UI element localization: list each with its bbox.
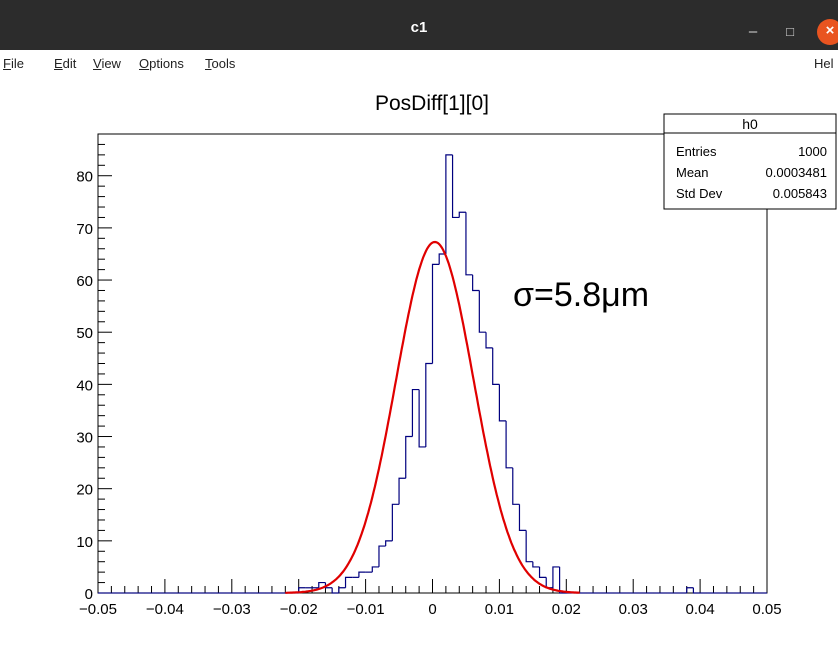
histogram-bin xyxy=(559,566,567,594)
stats-stddev-value: 0.005843 xyxy=(773,186,827,201)
minimize-icon[interactable]: – xyxy=(748,23,758,40)
histogram-bin xyxy=(545,577,553,589)
histogram-bin xyxy=(472,274,480,292)
stats-mean-value: 0.0003481 xyxy=(766,165,827,180)
histogram-bin xyxy=(331,587,339,594)
menu-tools-mnemonic: T xyxy=(205,56,212,71)
x-tick-label: −0.04 xyxy=(146,601,184,618)
stats-box[interactable]: h0 Entries 1000 Mean 0.0003481 Std Dev 0… xyxy=(663,113,837,210)
y-tick-label: 70 xyxy=(76,221,93,238)
histogram-bin xyxy=(512,467,520,505)
histogram-bin xyxy=(518,504,527,532)
histogram-bin xyxy=(525,530,533,563)
histogram-bin xyxy=(692,587,701,594)
histogram-bin xyxy=(391,503,400,541)
histogram-bin xyxy=(478,290,487,333)
histogram-bin xyxy=(324,582,333,589)
menu-tools[interactable]: Tools xyxy=(205,55,235,73)
histogram-bin xyxy=(378,545,386,567)
x-tick-label: 0.01 xyxy=(485,601,514,618)
histogram-bin xyxy=(458,211,466,218)
maximize-icon[interactable]: □ xyxy=(786,24,794,39)
menu-edit-label: dit xyxy=(62,56,77,71)
x-tick-label: −0.02 xyxy=(280,601,318,618)
histogram-bin xyxy=(418,389,426,448)
menu-options-mnemonic: O xyxy=(139,56,150,71)
sigma-annotation: σ=5.8μm xyxy=(513,276,649,314)
stats-entries-value: 1000 xyxy=(798,144,827,159)
histogram-bin xyxy=(451,154,460,219)
histogram-bin xyxy=(686,587,694,593)
histogram-bin xyxy=(431,263,440,364)
menu-view[interactable]: View xyxy=(93,55,121,73)
stats-entries-label: Entries xyxy=(676,144,717,159)
x-tick-label: 0.03 xyxy=(619,601,648,618)
menu-tools-label: ools xyxy=(211,56,236,71)
histogram-bin xyxy=(371,566,379,573)
histogram-bin xyxy=(398,477,406,505)
histogram-bin xyxy=(338,587,346,593)
y-tick-label: 20 xyxy=(76,482,93,499)
histogram-bin xyxy=(532,561,540,568)
menu-file-mnemonic: F xyxy=(3,56,11,71)
y-tick-label: 0 xyxy=(85,586,93,603)
window-title: c1 xyxy=(410,19,428,36)
x-tick-label: 0 xyxy=(428,601,436,618)
histogram-bin xyxy=(405,435,413,479)
x-tick-label: 0.04 xyxy=(685,601,714,618)
x-tick-label: −0.03 xyxy=(213,601,251,618)
histogram-bin xyxy=(318,581,326,588)
y-tick-label: 30 xyxy=(76,430,93,447)
x-tick-label: −0.05 xyxy=(79,601,117,618)
stats-box-name: h0 xyxy=(742,116,758,132)
histogram-bin xyxy=(538,566,547,578)
histogram-bin xyxy=(485,332,493,349)
y-tick-label: 40 xyxy=(76,377,93,394)
menu-bar: File Edit View Options Tools Hel xyxy=(0,50,838,76)
menu-view-label: iew xyxy=(101,56,121,71)
window-titlebar[interactable]: c1 – □ × xyxy=(0,0,838,50)
close-icon[interactable]: × xyxy=(817,19,838,45)
menu-help-label: Hel xyxy=(814,56,834,71)
menu-help[interactable]: Hel xyxy=(814,55,834,73)
menu-options[interactable]: Options xyxy=(139,55,184,73)
stats-mean-label: Mean xyxy=(676,165,709,180)
y-tick-label: 60 xyxy=(76,273,93,290)
histogram-bin xyxy=(425,362,433,447)
menu-view-mnemonic: V xyxy=(93,56,102,71)
menu-options-label: ptions xyxy=(149,56,184,71)
menu-file-label: ile xyxy=(10,56,24,71)
y-tick-label: 80 xyxy=(76,169,93,186)
histogram-bin xyxy=(411,388,420,437)
histogram-bin xyxy=(445,154,453,254)
histogram-bin xyxy=(465,212,473,276)
gaussian-fit-series xyxy=(285,240,580,594)
histogram-series xyxy=(98,154,767,594)
y-axis: 0 10 20 30 40 50 60 70 80 xyxy=(76,133,112,603)
histogram-bin xyxy=(385,540,393,547)
fit-curve xyxy=(285,240,580,594)
root-canvas[interactable]: PosDiff[1][0] 0 10 20 30 40 50 60 70 80 −0.05 −0.… xyxy=(0,76,838,646)
y-tick-label: 10 xyxy=(76,534,93,551)
menu-file[interactable]: File xyxy=(3,55,24,73)
histogram-bin xyxy=(498,384,507,422)
y-tick-label: 50 xyxy=(76,325,93,342)
histogram-bin xyxy=(358,571,366,578)
chart-title: PosDiff[1][0] xyxy=(375,92,489,115)
x-axis: −0.05 −0.04 −0.03 −0.02 −0.01 0 0.01 0.02 0.03 0.… xyxy=(79,579,782,618)
x-tick-label: 0.02 xyxy=(552,601,581,618)
histogram-bin xyxy=(438,253,446,265)
histogram-bin xyxy=(492,347,500,385)
stats-stddev-label: Std Dev xyxy=(676,186,723,201)
histogram-bin xyxy=(552,566,560,588)
histogram-bin xyxy=(344,576,353,588)
menu-edit-mnemonic: E xyxy=(54,56,63,71)
menu-edit[interactable]: Edit xyxy=(54,55,76,73)
x-tick-label: 0.05 xyxy=(752,601,781,618)
histogram-bin xyxy=(505,420,513,469)
x-tick-label: −0.01 xyxy=(347,601,385,618)
stats-box-frame xyxy=(663,113,837,210)
